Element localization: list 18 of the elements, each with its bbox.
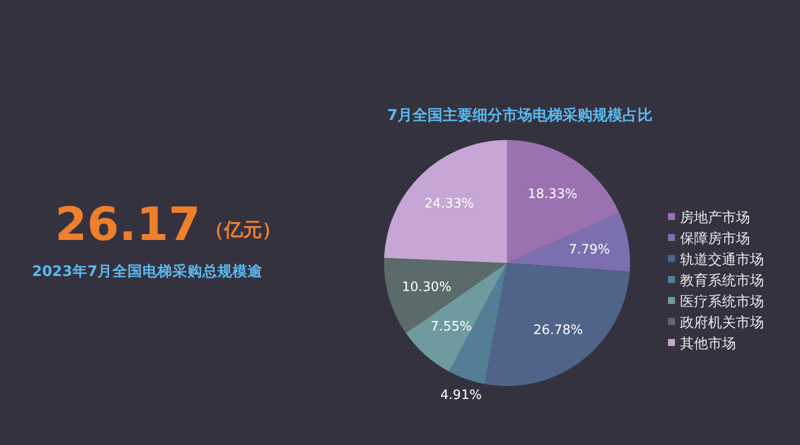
data-label: 18.33% (528, 186, 578, 202)
data-label: 7.79% (568, 242, 610, 258)
data-label: 26.78% (533, 323, 583, 338)
data-label: 4.91% (440, 388, 482, 404)
legend-label: 政府机关市场 (680, 315, 764, 331)
data-label: 10.30% (402, 280, 452, 296)
text: 2023年7月全国电梯采购总规模逾 (32, 263, 262, 280)
chart-title: 7月全国主要细分市场电梯采购规模占比 (387, 106, 653, 124)
data-label: 7.55% (430, 319, 472, 334)
text: （亿元） (205, 219, 281, 241)
legend-label: 房地产市场 (680, 210, 750, 226)
legend-label: 轨道交通市场 (680, 252, 764, 268)
legend-label: 医疗系统市场 (680, 294, 764, 310)
legend-label: 其他市场 (680, 336, 736, 352)
text: 26.17 (55, 197, 201, 251)
legend-label: 教育系统市场 (680, 272, 764, 289)
data-label: 24.33% (424, 196, 474, 212)
legend-label: 保障房市场 (680, 231, 750, 247)
